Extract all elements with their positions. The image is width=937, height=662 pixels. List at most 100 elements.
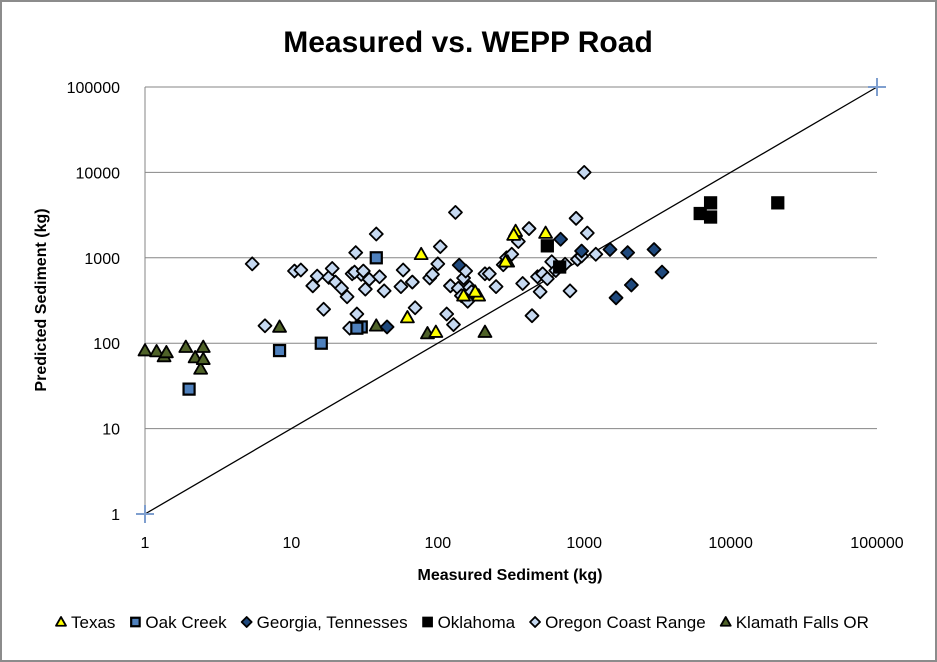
data-point bbox=[339, 289, 355, 305]
data-point bbox=[293, 262, 309, 278]
legend-label: Oregon Coast Range bbox=[545, 613, 706, 632]
data-point bbox=[137, 343, 153, 357]
data-point bbox=[602, 242, 618, 257]
data-point bbox=[521, 221, 537, 236]
data-point bbox=[400, 310, 415, 324]
data-point bbox=[703, 210, 718, 224]
data-point bbox=[574, 243, 590, 259]
legend-item: Texas bbox=[55, 613, 115, 632]
data-point bbox=[608, 290, 624, 306]
gridlines bbox=[145, 86, 877, 430]
legend-label: Texas bbox=[71, 613, 115, 632]
legend-label: Klamath Falls OR bbox=[736, 613, 869, 632]
data-point bbox=[178, 339, 194, 353]
legend-marker bbox=[130, 616, 141, 628]
series-oklahoma bbox=[540, 196, 785, 274]
y-tick-labels: 1 10 100 1000 10000 100000 bbox=[67, 80, 120, 524]
data-point bbox=[654, 264, 670, 280]
x-tick-label: 10000 bbox=[708, 535, 753, 552]
y-tick-label: 100000 bbox=[67, 80, 120, 97]
data-point bbox=[568, 210, 584, 226]
series-texas bbox=[400, 223, 554, 338]
data-point bbox=[524, 308, 540, 324]
y-tick-label: 1 bbox=[111, 507, 120, 524]
chart-title: Measured vs. WEPP Road bbox=[283, 26, 653, 59]
data-point bbox=[498, 254, 513, 268]
data-point bbox=[467, 284, 483, 298]
data-point bbox=[348, 245, 364, 261]
legend-marker bbox=[422, 616, 433, 628]
data-point bbox=[532, 284, 548, 300]
data-point bbox=[379, 319, 395, 335]
data-point bbox=[195, 339, 211, 353]
data-point bbox=[314, 336, 328, 350]
data-point bbox=[368, 226, 384, 242]
plus-marker bbox=[136, 505, 154, 523]
data-point bbox=[272, 343, 287, 358]
legend-item: Oak Creek bbox=[130, 613, 227, 632]
data-point bbox=[579, 225, 595, 241]
data-point bbox=[538, 225, 554, 239]
data-point bbox=[257, 318, 273, 334]
data-point bbox=[446, 317, 461, 333]
y-tick-label: 1000 bbox=[84, 251, 120, 268]
series-klamath-falls-or bbox=[137, 254, 516, 375]
data-point bbox=[349, 306, 365, 322]
data-point bbox=[182, 382, 196, 396]
legend-label: Oak Creek bbox=[145, 613, 227, 632]
series-oak-creek bbox=[182, 251, 383, 396]
data-point bbox=[369, 251, 383, 265]
data-point bbox=[413, 246, 429, 261]
data-point bbox=[588, 246, 604, 262]
data-point bbox=[425, 266, 440, 282]
plus-marker bbox=[868, 78, 886, 96]
series-oregon-coast-range bbox=[244, 164, 604, 336]
data-point bbox=[576, 164, 592, 180]
data-point bbox=[195, 351, 211, 365]
data-point bbox=[316, 301, 332, 317]
data-point bbox=[451, 257, 467, 273]
data-point bbox=[477, 324, 493, 338]
data-point bbox=[623, 277, 639, 293]
data-point bbox=[355, 263, 371, 279]
x-tick-label: 1 bbox=[141, 535, 150, 552]
data-point bbox=[324, 261, 340, 276]
data-point bbox=[553, 260, 567, 274]
data-point bbox=[244, 256, 260, 272]
data-point bbox=[539, 271, 555, 287]
x-tick-label: 100000 bbox=[850, 535, 903, 552]
data-point bbox=[428, 324, 444, 338]
data-point bbox=[771, 196, 785, 210]
data-point bbox=[430, 256, 446, 272]
data-point bbox=[368, 318, 384, 332]
data-points bbox=[137, 164, 785, 396]
data-point bbox=[562, 283, 578, 299]
data-point bbox=[448, 205, 463, 220]
x-axis-label: Measured Sediment (kg) bbox=[418, 567, 603, 584]
y-axis-label: Predicted Sediment (kg) bbox=[33, 208, 50, 391]
data-point bbox=[540, 239, 554, 253]
x-tick-label: 10 bbox=[283, 535, 301, 552]
data-point bbox=[350, 321, 364, 335]
data-point bbox=[404, 274, 420, 290]
data-point bbox=[481, 266, 497, 282]
legend-marker bbox=[529, 616, 541, 628]
data-point bbox=[553, 231, 569, 247]
data-point bbox=[456, 288, 471, 302]
data-point bbox=[620, 245, 636, 261]
data-point bbox=[432, 239, 448, 255]
legend-label: Oklahoma bbox=[438, 613, 516, 632]
data-point bbox=[309, 268, 325, 284]
data-point bbox=[506, 227, 522, 241]
data-point bbox=[515, 276, 531, 291]
one-to-one-line bbox=[136, 78, 886, 523]
data-point bbox=[488, 279, 504, 295]
legend-item: Klamath Falls OR bbox=[719, 613, 869, 632]
data-point bbox=[646, 242, 662, 257]
data-point bbox=[372, 269, 387, 285]
legend-label: Georgia, Tennesses bbox=[257, 613, 408, 632]
data-point bbox=[149, 344, 164, 358]
data-point bbox=[393, 279, 409, 295]
